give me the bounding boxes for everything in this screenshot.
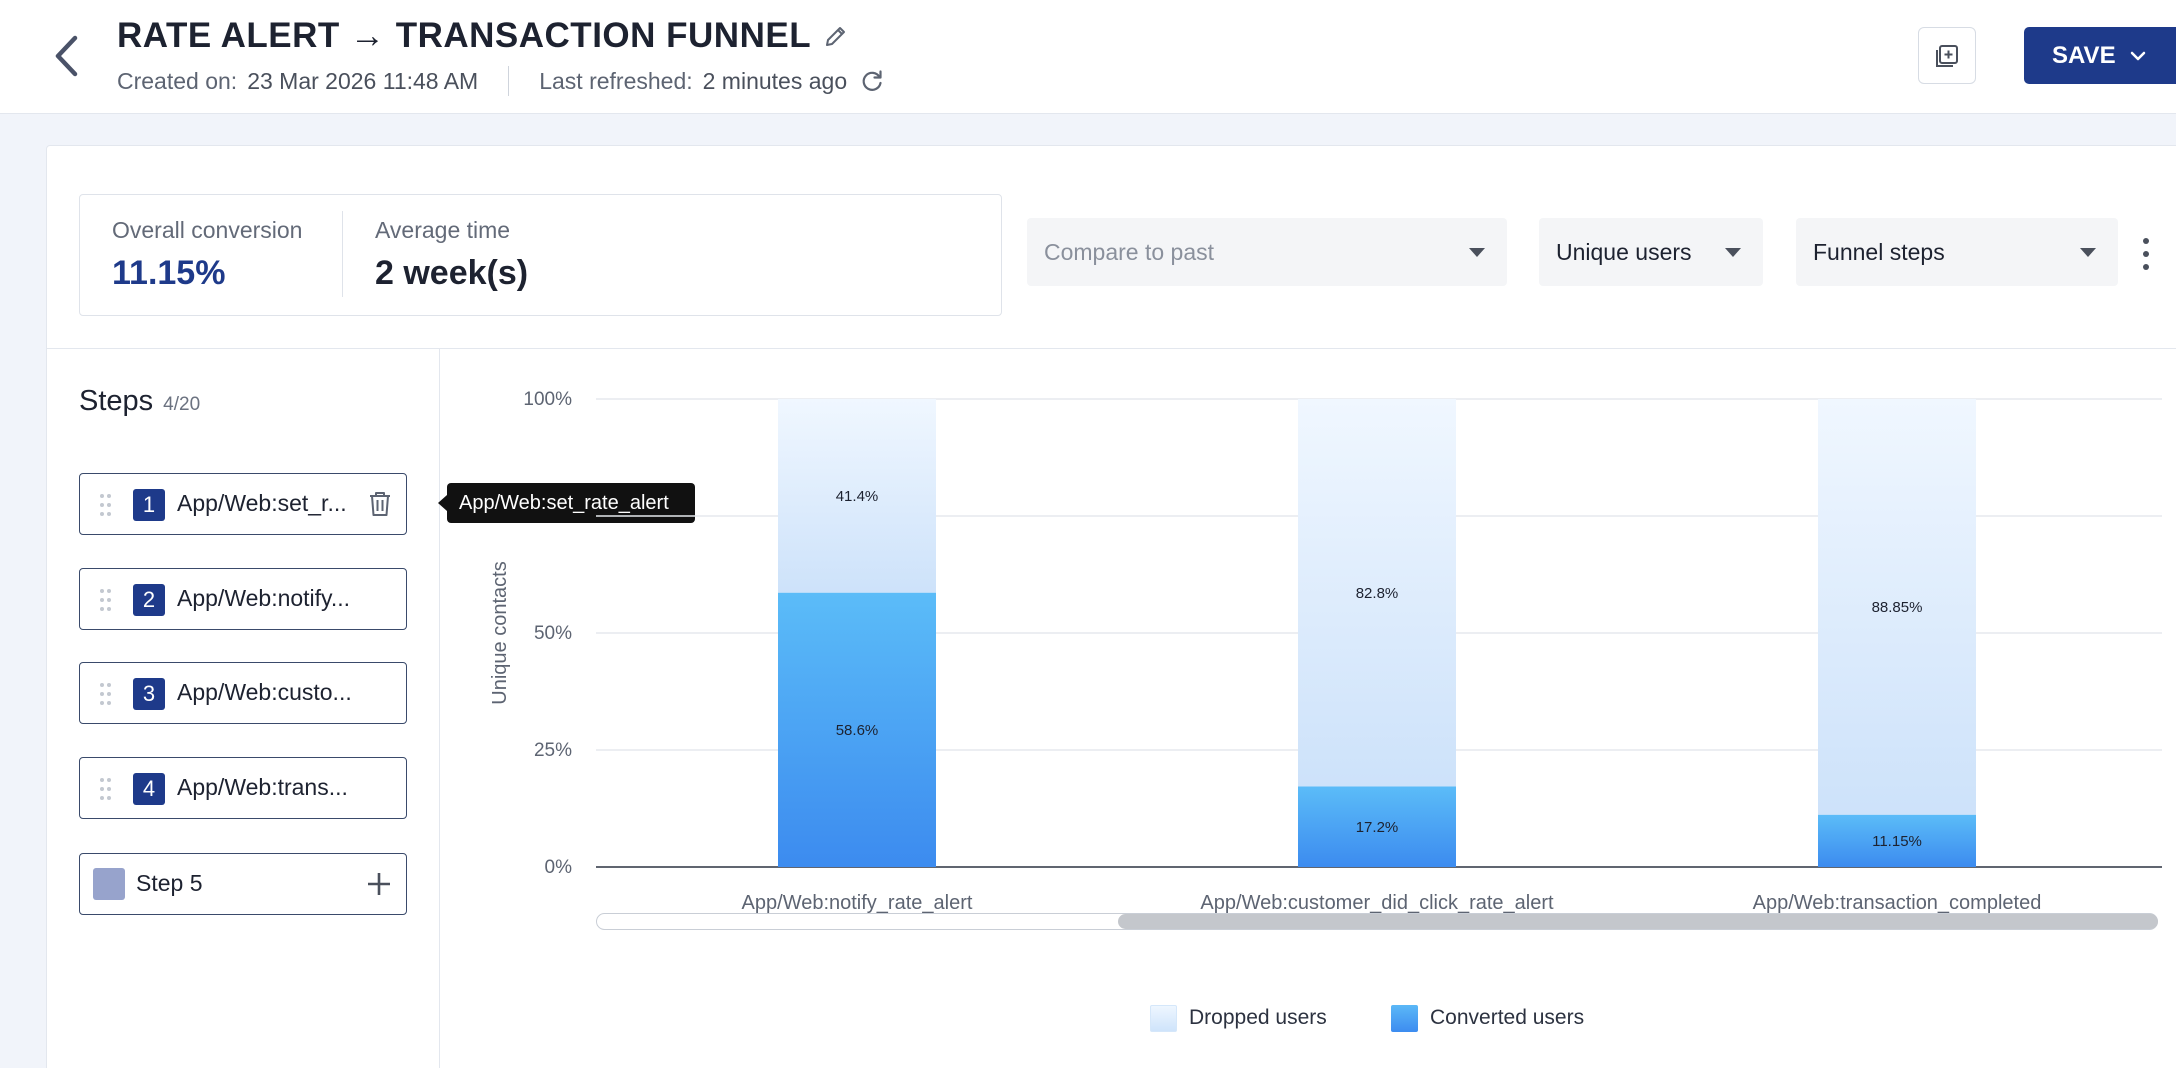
overall-conversion-label: Overall conversion <box>112 217 303 243</box>
step-number: 3 <box>133 678 165 710</box>
step-item[interactable]: 4 App/Web:trans... <box>79 757 407 819</box>
legend-label-dropped: Dropped users <box>1189 1006 1327 1029</box>
step-label: App/Web:notify... <box>177 585 351 611</box>
step-number: 2 <box>133 584 165 616</box>
funnel-chart: 0% 25% 50% 100% Unique contacts 41.4% 58.6% App… <box>489 389 2162 914</box>
average-time-label: Average time <box>375 217 511 243</box>
compare-to-past-dropdown[interactable]: Compare to past <box>1027 218 1507 286</box>
compare-to-past-placeholder: Compare to past <box>1044 238 1215 265</box>
trash-icon[interactable] <box>367 490 393 523</box>
stats-box: Overall conversion 11.15% Average time 2… <box>79 194 1002 316</box>
created-label: Created on: <box>117 67 238 94</box>
x-tick-label: App/Web:customer_did_click_rate_alert <box>1200 892 1554 914</box>
section-divider <box>47 348 2176 349</box>
overall-conversion-value: 11.15% <box>112 254 226 292</box>
add-to-dashboard-icon <box>1936 44 1958 67</box>
page-header: RATE ALERT → TRANSACTION FUNNEL Created … <box>0 0 2176 114</box>
refreshed-value: 2 minutes ago <box>702 67 848 94</box>
caret-down-icon <box>1725 248 1741 257</box>
view-dropdown[interactable]: Funnel steps <box>1796 218 2118 286</box>
steps-title: Steps <box>79 385 154 417</box>
step-item[interactable]: 1 App/Web:set_r... <box>79 473 407 535</box>
refresh-icon[interactable] <box>859 68 885 94</box>
add-step-button[interactable]: Step 5 <box>79 853 407 915</box>
back-button[interactable] <box>44 30 88 82</box>
data-label-dropped: 82.8% <box>1356 585 1399 602</box>
steps-heading: Steps 4/20 <box>79 385 200 418</box>
step-item[interactable]: 2 App/Web:notify... <box>79 568 407 630</box>
data-label-converted: 11.15% <box>1872 833 1922 850</box>
legend-label-converted: Converted users <box>1430 1006 1585 1029</box>
average-time-value: 2 week(s) <box>375 254 529 292</box>
add-step-label: Step 5 <box>136 870 203 896</box>
step-number: 4 <box>133 773 165 805</box>
data-label-converted: 58.6% <box>836 722 879 739</box>
overall-conversion-stat: Overall conversion 11.15% <box>112 217 302 293</box>
legend-item-dropped[interactable]: Dropped users <box>1150 1004 1327 1032</box>
bar-converted <box>778 592 936 867</box>
funnel-meta: Created on: 23 Mar 2026 11:48 AM Last re… <box>117 66 885 96</box>
bar-converted <box>1818 814 1976 867</box>
chevron-left-icon <box>55 35 78 77</box>
plus-icon[interactable] <box>366 871 392 902</box>
bar-dropped <box>1298 399 1456 787</box>
x-tick-label: App/Web:notify_rate_alert <box>742 892 973 914</box>
legend-swatch-dropped <box>1150 1004 1177 1032</box>
save-label: SAVE <box>2052 41 2116 69</box>
legend-item-converted[interactable]: Converted users <box>1391 1004 1584 1032</box>
drag-handle-icon[interactable] <box>100 494 112 516</box>
data-label-dropped: 88.85% <box>1872 599 1923 616</box>
y-tick-label: 100% <box>523 389 572 410</box>
average-time-stat: Average time 2 week(s) <box>375 217 528 293</box>
y-tick-label: 0% <box>545 857 573 878</box>
step-color-swatch <box>93 868 125 900</box>
meta-divider <box>508 66 510 96</box>
legend-swatch-converted <box>1391 1004 1418 1032</box>
panel-divider <box>439 349 440 1068</box>
refreshed-label: Last refreshed: <box>539 67 693 94</box>
step-number: 1 <box>133 489 165 521</box>
caret-down-icon <box>1469 248 1485 257</box>
edit-title-icon[interactable] <box>823 23 849 49</box>
y-axis-title: Unique contacts <box>489 561 511 704</box>
view-value: Funnel steps <box>1813 238 1945 265</box>
caret-down-icon <box>2080 248 2096 257</box>
y-tick-label: 25% <box>534 740 572 761</box>
step-label: App/Web:set_r... <box>177 490 347 516</box>
steps-count: 4/20 <box>163 394 201 415</box>
step-label: App/Web:custo... <box>177 679 352 705</box>
bar-dropped <box>778 399 936 593</box>
y-tick-label: 50% <box>534 623 572 644</box>
save-button[interactable]: SAVE <box>2024 27 2176 84</box>
bar-dropped <box>1818 399 1976 815</box>
data-label-dropped: 41.4% <box>836 488 879 505</box>
drag-handle-icon[interactable] <box>100 778 112 800</box>
chart-scrollbar-thumb[interactable] <box>1118 914 2158 929</box>
page-title: RATE ALERT → TRANSACTION FUNNEL <box>117 16 849 56</box>
drag-handle-icon[interactable] <box>100 589 112 611</box>
bar-converted <box>1298 786 1456 867</box>
step-item[interactable]: 3 App/Web:custo... <box>79 662 407 724</box>
add-to-dashboard-button[interactable] <box>1918 27 1976 84</box>
funnel-title: RATE ALERT → TRANSACTION FUNNEL <box>117 16 812 55</box>
data-label-converted: 17.2% <box>1356 819 1399 836</box>
metric-dropdown[interactable]: Unique users <box>1539 218 1763 286</box>
chevron-down-icon <box>2130 51 2145 60</box>
drag-handle-icon[interactable] <box>100 683 112 705</box>
step-label: App/Web:trans... <box>177 774 348 800</box>
stats-divider <box>342 211 343 297</box>
x-tick-label: App/Web:transaction_completed <box>1753 892 2042 914</box>
created-value: 23 Mar 2026 11:48 AM <box>247 67 479 94</box>
metric-value: Unique users <box>1556 238 1692 265</box>
more-options-icon[interactable] <box>2136 238 2156 270</box>
